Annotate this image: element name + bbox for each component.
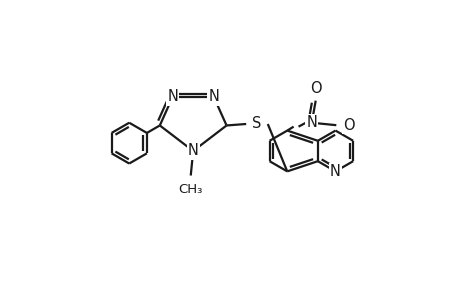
Text: O: O [309, 81, 321, 96]
Text: N: N [187, 143, 198, 158]
Text: O: O [342, 118, 353, 133]
Text: S: S [252, 116, 261, 130]
Text: N: N [330, 164, 340, 179]
Text: CH₃: CH₃ [178, 183, 202, 196]
Text: N: N [208, 89, 219, 104]
Text: N: N [306, 115, 317, 130]
Text: N: N [167, 89, 178, 104]
